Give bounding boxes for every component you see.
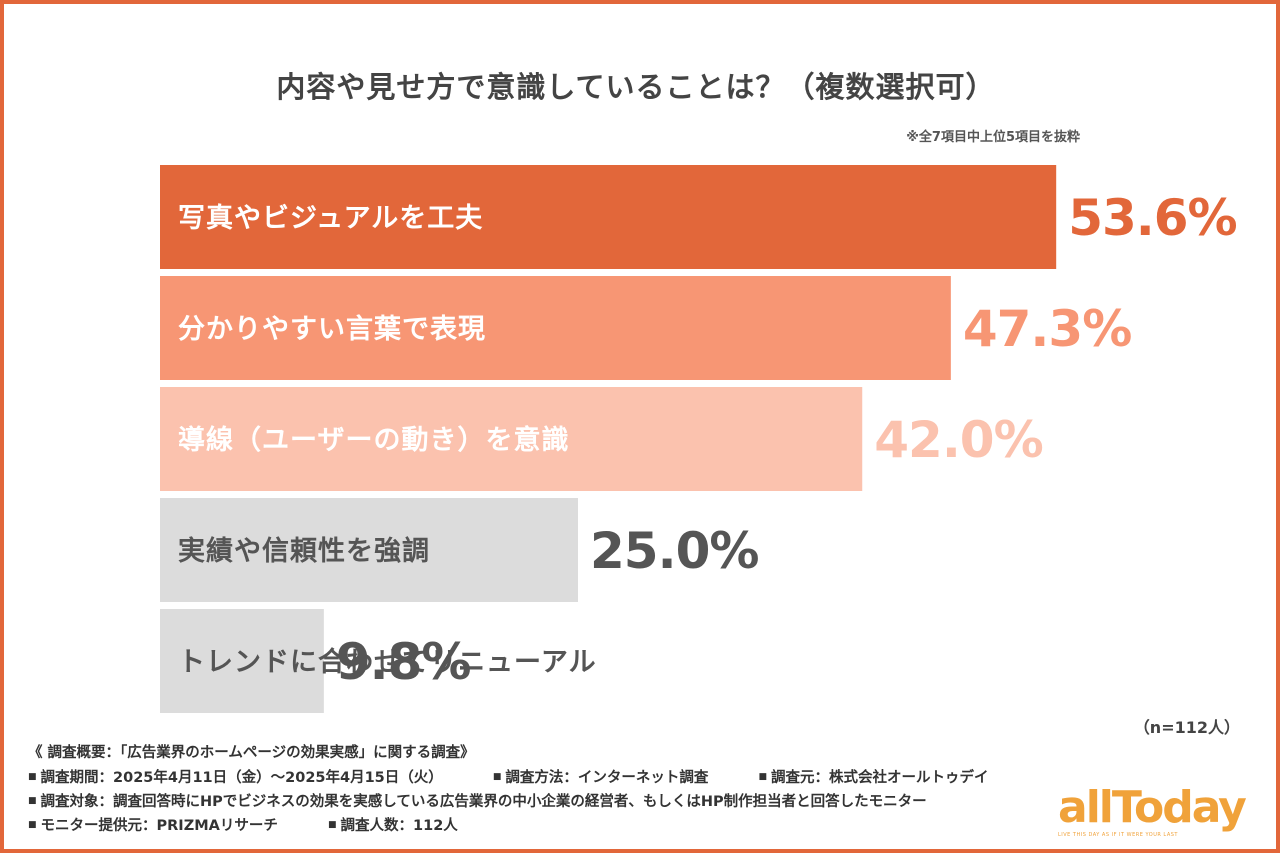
bullet-icon: ■	[28, 795, 37, 806]
chart-title: 内容や見せ方で意識していることは？（複数選択可）	[276, 70, 996, 104]
survey-period: 調査期間：2025年4月11日（金）〜2025年4月15日（火）	[40, 769, 443, 786]
bar-4	[160, 498, 578, 602]
bar-1	[160, 165, 1057, 269]
bullet-icon: ■	[492, 771, 502, 782]
survey-target: 調査対象：調査回答時にHPでビジネスの効果を実感している広告業界の中小企業の経営…	[40, 793, 927, 810]
bullet-icon: ■	[28, 771, 37, 782]
category-label-4: 実績や信頼性を強調	[178, 535, 430, 567]
value-label-5: 9.8%	[336, 633, 471, 691]
survey-method: 調査方法：インターネット調査	[505, 769, 709, 786]
bar-2	[160, 276, 951, 380]
survey-source: 調査元：株式会社オールトゥデイ	[771, 769, 989, 786]
bullet-icon: ■	[758, 771, 768, 782]
category-label-1: 写真やビジュアルを工夫	[178, 203, 483, 234]
value-label-2: 47.3%	[963, 300, 1131, 358]
bullet-icon: ■	[328, 820, 337, 830]
sample-size: （n=112人）	[1133, 718, 1240, 737]
logo-tagline: LIVE THIS DAY AS IF IT WERE YOUR LAST	[1058, 832, 1178, 838]
category-label-5: トレンドに合わせてリニューアル	[178, 646, 597, 678]
alltoday-logo: allToday LIVE THIS DAY AS IF IT WERE YOU…	[1058, 786, 1258, 844]
survey-provider: モニター提供元：PRIZMAリサーチ	[40, 817, 278, 834]
survey-heading: 《 調査概要：「広告業界のホームページの効果実感」に関する調査》	[28, 745, 475, 761]
category-label-3: 導線（ユーザーの動き）を意識	[178, 424, 569, 456]
category-label-2: 分かりやすい言葉で表現	[178, 314, 486, 345]
logo-wordmark: allToday	[1058, 782, 1247, 833]
value-label-1: 53.6%	[1068, 189, 1236, 247]
bullet-icon: ■	[28, 820, 37, 830]
value-label-3: 42.0%	[874, 411, 1042, 469]
survey-summary: 《 調査概要：「広告業界のホームページの効果実感」に関する調査》 ■ 調査期間：2…	[28, 742, 989, 838]
bar-3	[160, 387, 863, 491]
survey-count: 調査人数：112人	[340, 817, 458, 834]
bar-5	[160, 609, 324, 713]
value-label-4: 25.0%	[590, 522, 758, 580]
chart-note: ※全7項目中上位5項目を抜粋	[906, 130, 1080, 145]
